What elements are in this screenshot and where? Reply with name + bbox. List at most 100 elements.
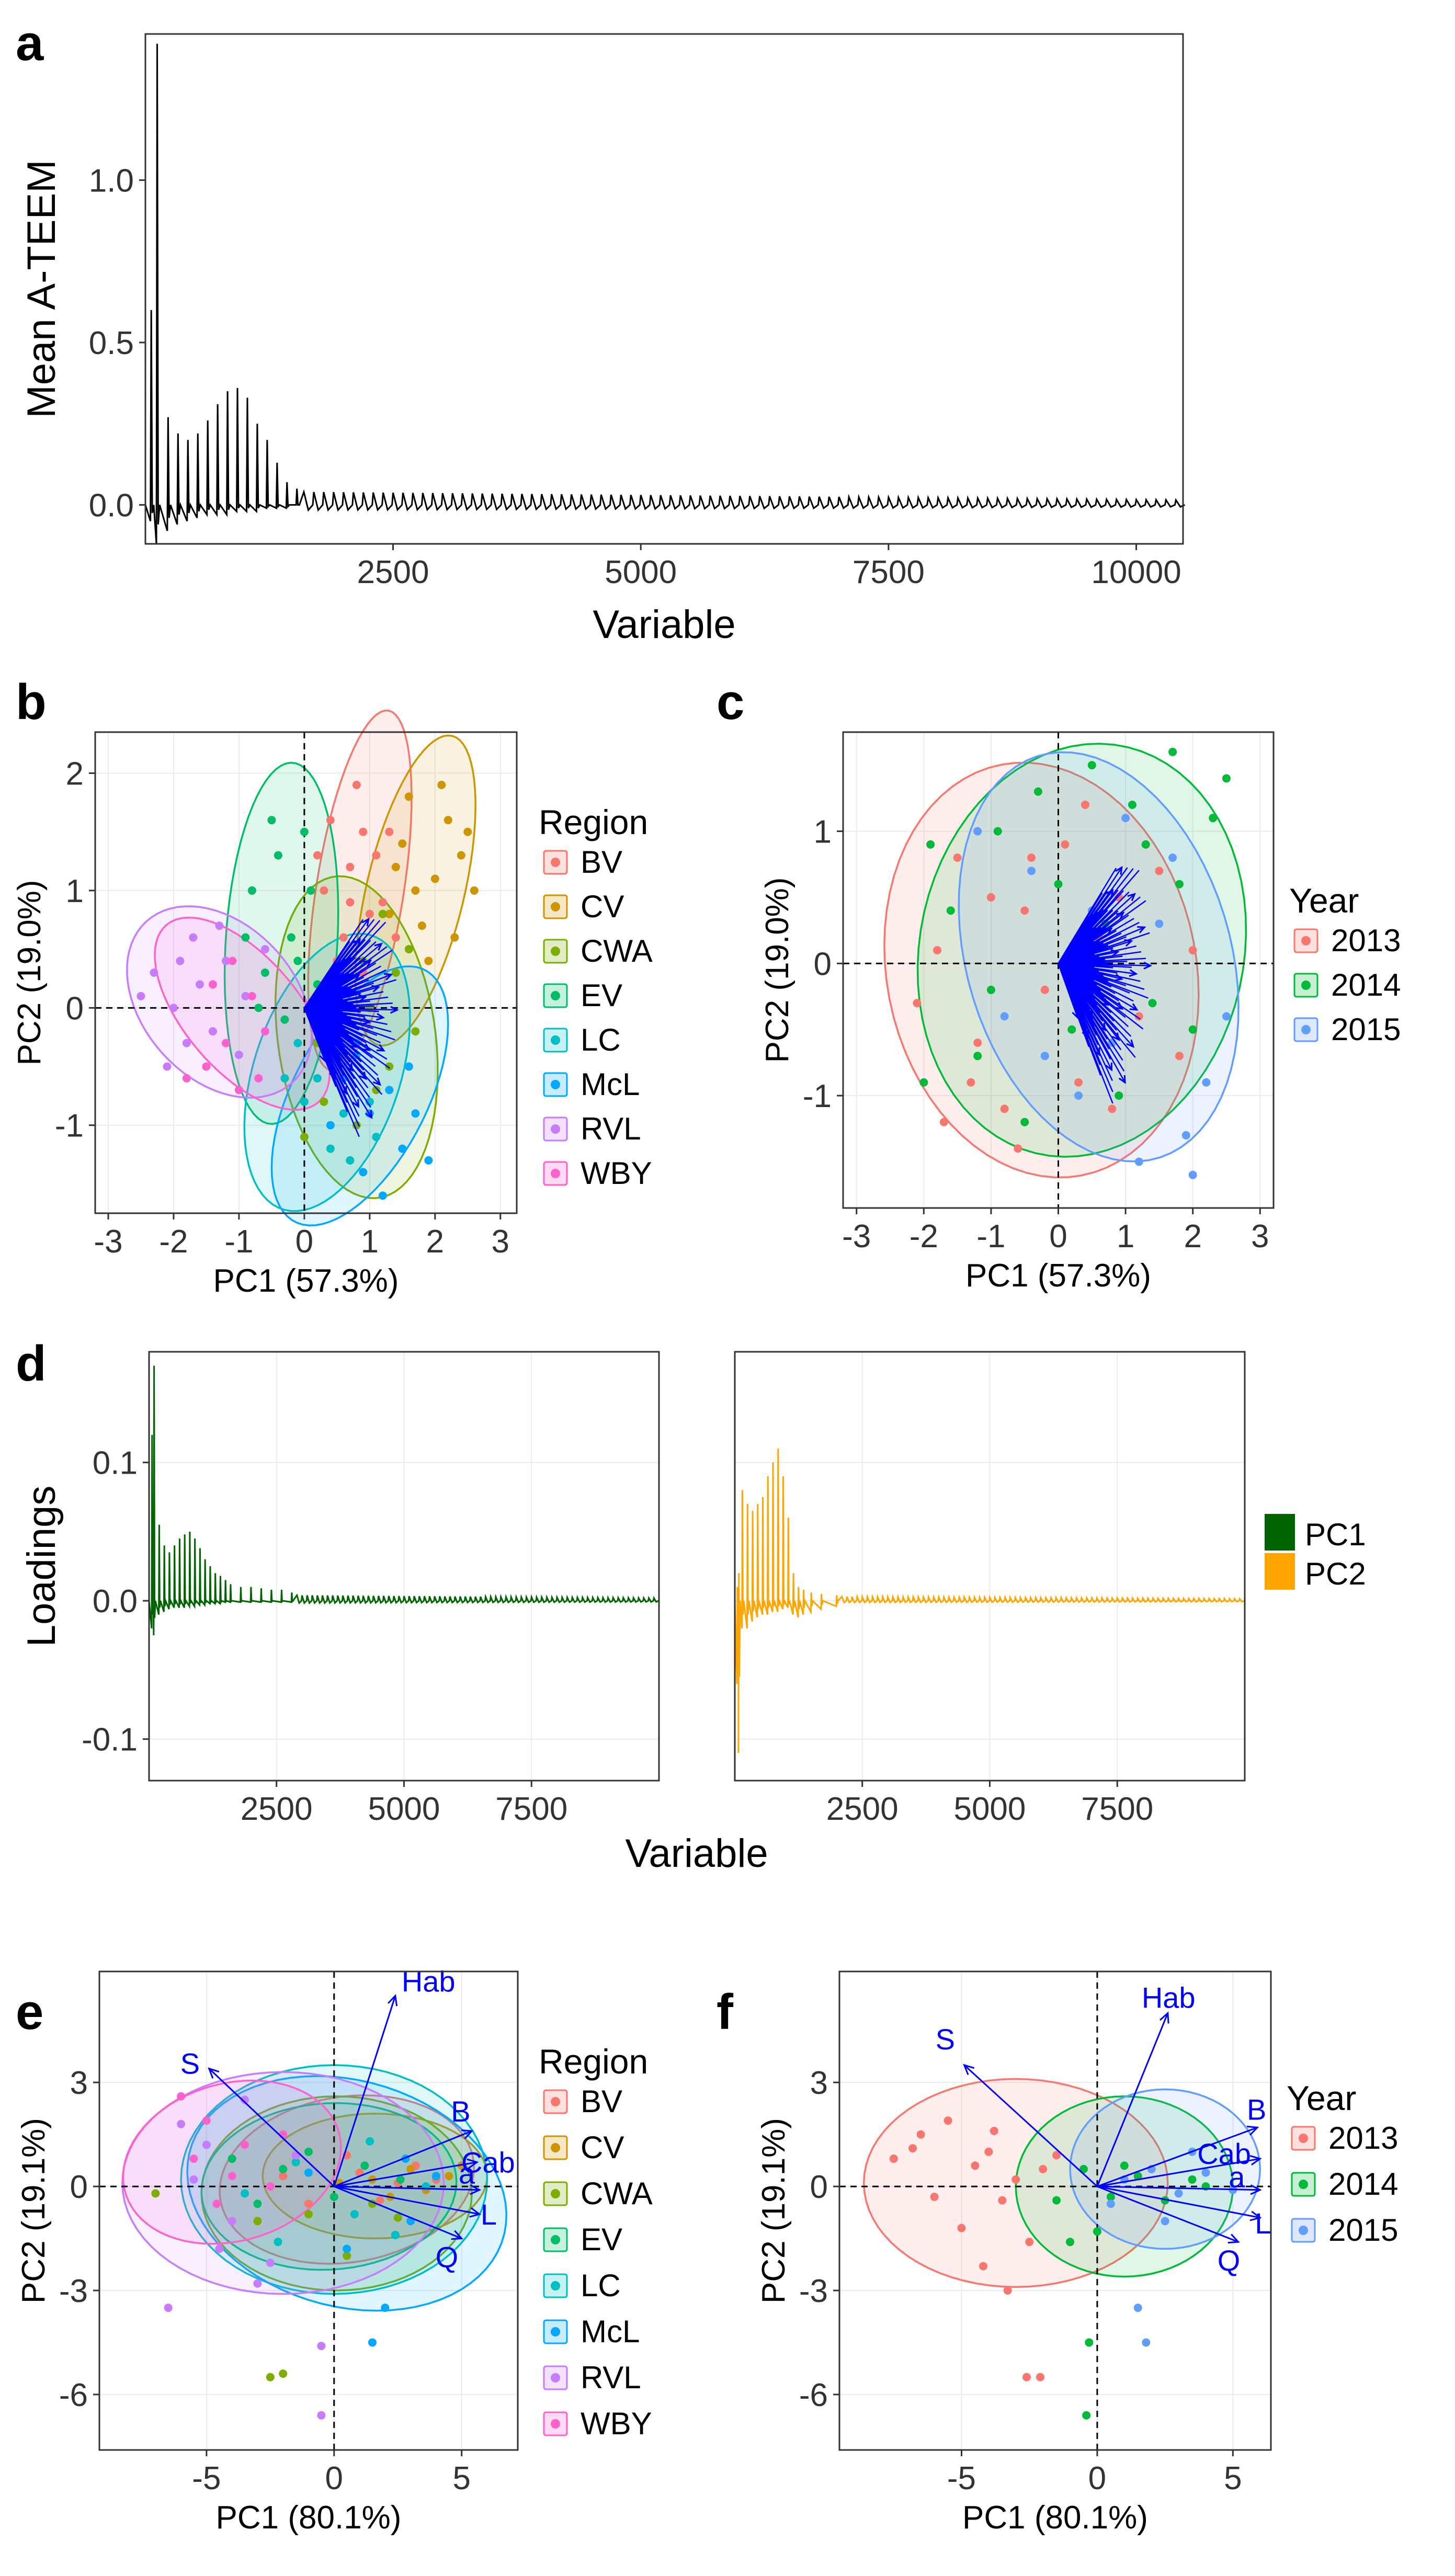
loading-vector-head: [363, 960, 372, 968]
point-RVL: [228, 2217, 236, 2226]
point-2014: [993, 827, 1002, 836]
point-CV: [430, 874, 439, 883]
point-2014: [1141, 840, 1150, 849]
loading-vector-head: [1106, 888, 1114, 898]
arrow-head-Q: [451, 2230, 463, 2240]
point-CV: [417, 921, 426, 930]
x-axis-label: PC1 (57.3%): [965, 1258, 1151, 1294]
y-tick-label: 0: [810, 2169, 828, 2205]
ellipse-EV: [223, 761, 339, 1125]
loading-vector-head: [372, 1077, 382, 1086]
point-CWA: [151, 2189, 160, 2198]
facet-PC2: 2500 5000 7500: [734, 1351, 1246, 1827]
point-CWA: [378, 909, 387, 918]
plot-border: [734, 1351, 1246, 1782]
loading-vector-head: [1126, 1039, 1135, 1048]
point-2013: [1134, 1012, 1143, 1021]
point-BV: [385, 827, 394, 836]
point-EV: [360, 2161, 369, 2170]
point-RVL: [221, 956, 230, 965]
point-LC: [280, 1074, 289, 1082]
point-WBY: [228, 956, 237, 965]
panel-label-a: a: [16, 15, 44, 71]
point-RVL: [215, 2244, 224, 2253]
legend-dot-2015: [1299, 2226, 1308, 2235]
point-2013: [1040, 985, 1049, 994]
arrow-head-S: [963, 2064, 975, 2076]
y-tick-label: -6: [799, 2377, 828, 2413]
arrow-S: [963, 2064, 1098, 2187]
point-2015: [1133, 2304, 1142, 2312]
legend-dot-2014: [1299, 2180, 1308, 2189]
point-2013: [1155, 867, 1164, 875]
point-EV: [300, 827, 309, 836]
y-tick-label: -3: [59, 2273, 88, 2309]
legend-label: CWA: [581, 2176, 653, 2211]
point-WBY: [212, 2199, 221, 2208]
point-2015: [1000, 1012, 1009, 1021]
point-LC: [291, 2158, 300, 2167]
point-CV: [457, 2161, 466, 2170]
legend-label: CWA: [581, 933, 653, 968]
x-axis-label: PC1 (57.3%): [213, 1263, 399, 1299]
point-2014: [946, 906, 955, 915]
legend-key-PC2: [1265, 1553, 1295, 1590]
point-EV: [279, 2164, 288, 2173]
point-RVL: [163, 1062, 172, 1071]
point-LC: [391, 2230, 400, 2239]
point-McL: [326, 1121, 335, 1130]
point-RVL: [182, 1039, 191, 1047]
point-2013: [990, 2127, 998, 2135]
point-McL: [411, 1109, 420, 1118]
arrow-head-Hab: [387, 1994, 398, 2007]
point-BV: [391, 933, 400, 942]
plot-background: [95, 732, 517, 1213]
point-2013: [1081, 801, 1089, 810]
point-BV: [320, 886, 328, 895]
data-points: [889, 2116, 1237, 2420]
y-tick-label: -1: [55, 1108, 84, 1144]
x-tick-label: 7500: [852, 554, 925, 590]
legend-dot-CV: [551, 2143, 560, 2152]
point-McL: [304, 2168, 313, 2177]
point-2014: [1209, 814, 1218, 823]
point-CV: [398, 839, 407, 848]
arrow-head-Hab: [1159, 2011, 1169, 2024]
legend-label: PC2: [1305, 1556, 1366, 1591]
point-McL: [359, 1168, 368, 1177]
point-2013: [1188, 946, 1197, 955]
panel-d: 2500 5000 7500 -0.1 0.0 0.1 2500 5000 7500 Variab…: [19, 1351, 1366, 1876]
loading-vector-head: [1105, 1062, 1113, 1072]
x-tick-label: 10000: [1091, 554, 1181, 590]
ellipse-CV: [262, 2113, 488, 2240]
loading-trace-PC2: [734, 1449, 1245, 1753]
point-LC: [366, 2137, 374, 2146]
point-2015: [1121, 814, 1130, 823]
x-tick-label: -5: [192, 2460, 221, 2497]
x-tick-label: 1: [361, 1224, 379, 1260]
y-tick-label: 1: [814, 814, 832, 850]
point-2014: [1161, 2196, 1169, 2205]
legend-title: Region: [539, 2042, 648, 2081]
legend-label: CV: [581, 889, 624, 924]
point-2015: [1074, 1091, 1083, 1100]
point-CV: [411, 886, 420, 895]
legend-dot-WBY: [551, 1169, 560, 1178]
point-2013: [979, 2262, 987, 2271]
point-2014: [1093, 2227, 1101, 2236]
legend-label: BV: [581, 2084, 622, 2119]
point-RVL: [189, 933, 198, 942]
loading-vector-head: [361, 917, 370, 927]
y-axis-label: PC2 (19.1%): [756, 2118, 792, 2304]
loading-vector-head: [352, 1099, 360, 1108]
legend-label: McL: [581, 2314, 640, 2349]
confidence-ellipses: [862, 2078, 1261, 2288]
loading-vector-head: [1127, 893, 1136, 902]
loading-vector-head: [1098, 1022, 1107, 1032]
point-EV: [260, 968, 269, 977]
y-tick-label: 0.5: [89, 325, 134, 361]
arrow-label-Hab: Hab: [402, 1965, 456, 1998]
arrow-Cab: [1097, 2158, 1260, 2187]
point-RVL: [215, 921, 224, 930]
